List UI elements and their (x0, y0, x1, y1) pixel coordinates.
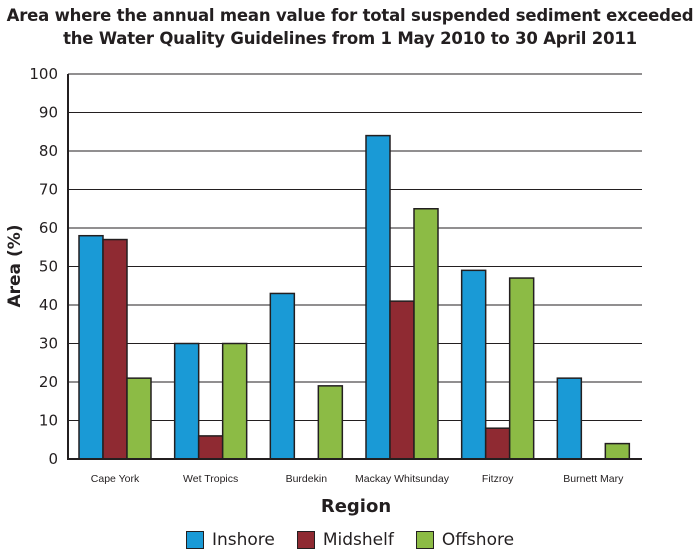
bar-fitzroy-midshelf (484, 427, 511, 460)
legend: Inshore Midshelf Offshore (0, 527, 700, 553)
legend-swatch-offshore (415, 531, 434, 549)
bar-cape-york-offshore (126, 377, 152, 460)
y-axis-label: Area (%) (5, 224, 25, 307)
chart-title-line-1: Area where the annual mean value for tot… (6, 6, 694, 25)
legend-item-offshore: Offshore (415, 530, 515, 550)
y-axis-ticks: 0 10 20 30 40 50 60 70 80 90 100 (29, 65, 58, 468)
legend-label-midshelf: Midshelf (322, 530, 394, 550)
y-tick-label-60: 60 (39, 219, 58, 237)
legend-swatch-inshore (185, 531, 204, 549)
bar-burdekin-inshore (269, 292, 296, 460)
bar-mackay-whitsunday-inshore (365, 134, 391, 460)
legend-swatch-midshelf (296, 531, 315, 549)
bar-wet-tropics-offshore (221, 342, 248, 460)
bar-cape-york-midshelf (102, 238, 128, 460)
bar-burnett-mary-offshore (604, 442, 631, 460)
y-tick-label-30: 30 (39, 335, 58, 353)
x-tick-label-mackay-whitsunday: Mackay Whitsunday (355, 473, 450, 485)
y-tick-label-80: 80 (39, 142, 58, 160)
bars (78, 134, 631, 460)
x-tick-label-burdekin: Burdekin (286, 473, 328, 485)
y-tick-label-70: 70 (39, 181, 58, 199)
bar-mackay-whitsunday-midshelf (389, 300, 415, 460)
y-tick-label-0: 0 (48, 450, 58, 468)
gridlines (68, 73, 642, 421)
bar-fitzroy-offshore (508, 277, 535, 460)
x-tick-label-wet-tropics: Wet Tropics (183, 473, 238, 485)
x-tick-label-burnett-mary: Burnett Mary (563, 473, 624, 485)
bar-cape-york-inshore (78, 234, 104, 460)
bar-wet-tropics-midshelf (197, 435, 224, 460)
legend-label-offshore: Offshore (441, 530, 515, 550)
y-tick-label-10: 10 (39, 412, 58, 430)
bar-mackay-whitsunday-offshore (413, 208, 439, 460)
y-tick-label-20: 20 (39, 373, 58, 391)
x-tick-label-cape-york: Cape York (91, 473, 140, 485)
chart-title: Area where the annual mean value for tot… (0, 4, 700, 50)
legend-item-inshore: Inshore (185, 530, 275, 550)
bar-burnett-mary-inshore (556, 377, 583, 460)
bar-fitzroy-inshore (460, 269, 487, 460)
y-tick-label-40: 40 (39, 296, 58, 314)
y-tick-label-50: 50 (39, 258, 58, 276)
legend-label-inshore: Inshore (211, 530, 275, 550)
x-tick-label-fitzroy: Fitzroy (482, 473, 514, 485)
y-tick-label-90: 90 (39, 104, 58, 122)
bar-burdekin-offshore (317, 385, 344, 460)
x-axis-label: Region (321, 496, 391, 517)
y-tick-label-100: 100 (29, 65, 58, 83)
chart-title-line-2: the Water Quality Guidelines from 1 May … (63, 29, 637, 48)
bar-wet-tropics-inshore (173, 342, 200, 460)
x-axis-categories: Cape York Wet Tropics Burdekin Mackay Whits… (91, 473, 624, 485)
legend-item-midshelf: Midshelf (296, 530, 394, 550)
